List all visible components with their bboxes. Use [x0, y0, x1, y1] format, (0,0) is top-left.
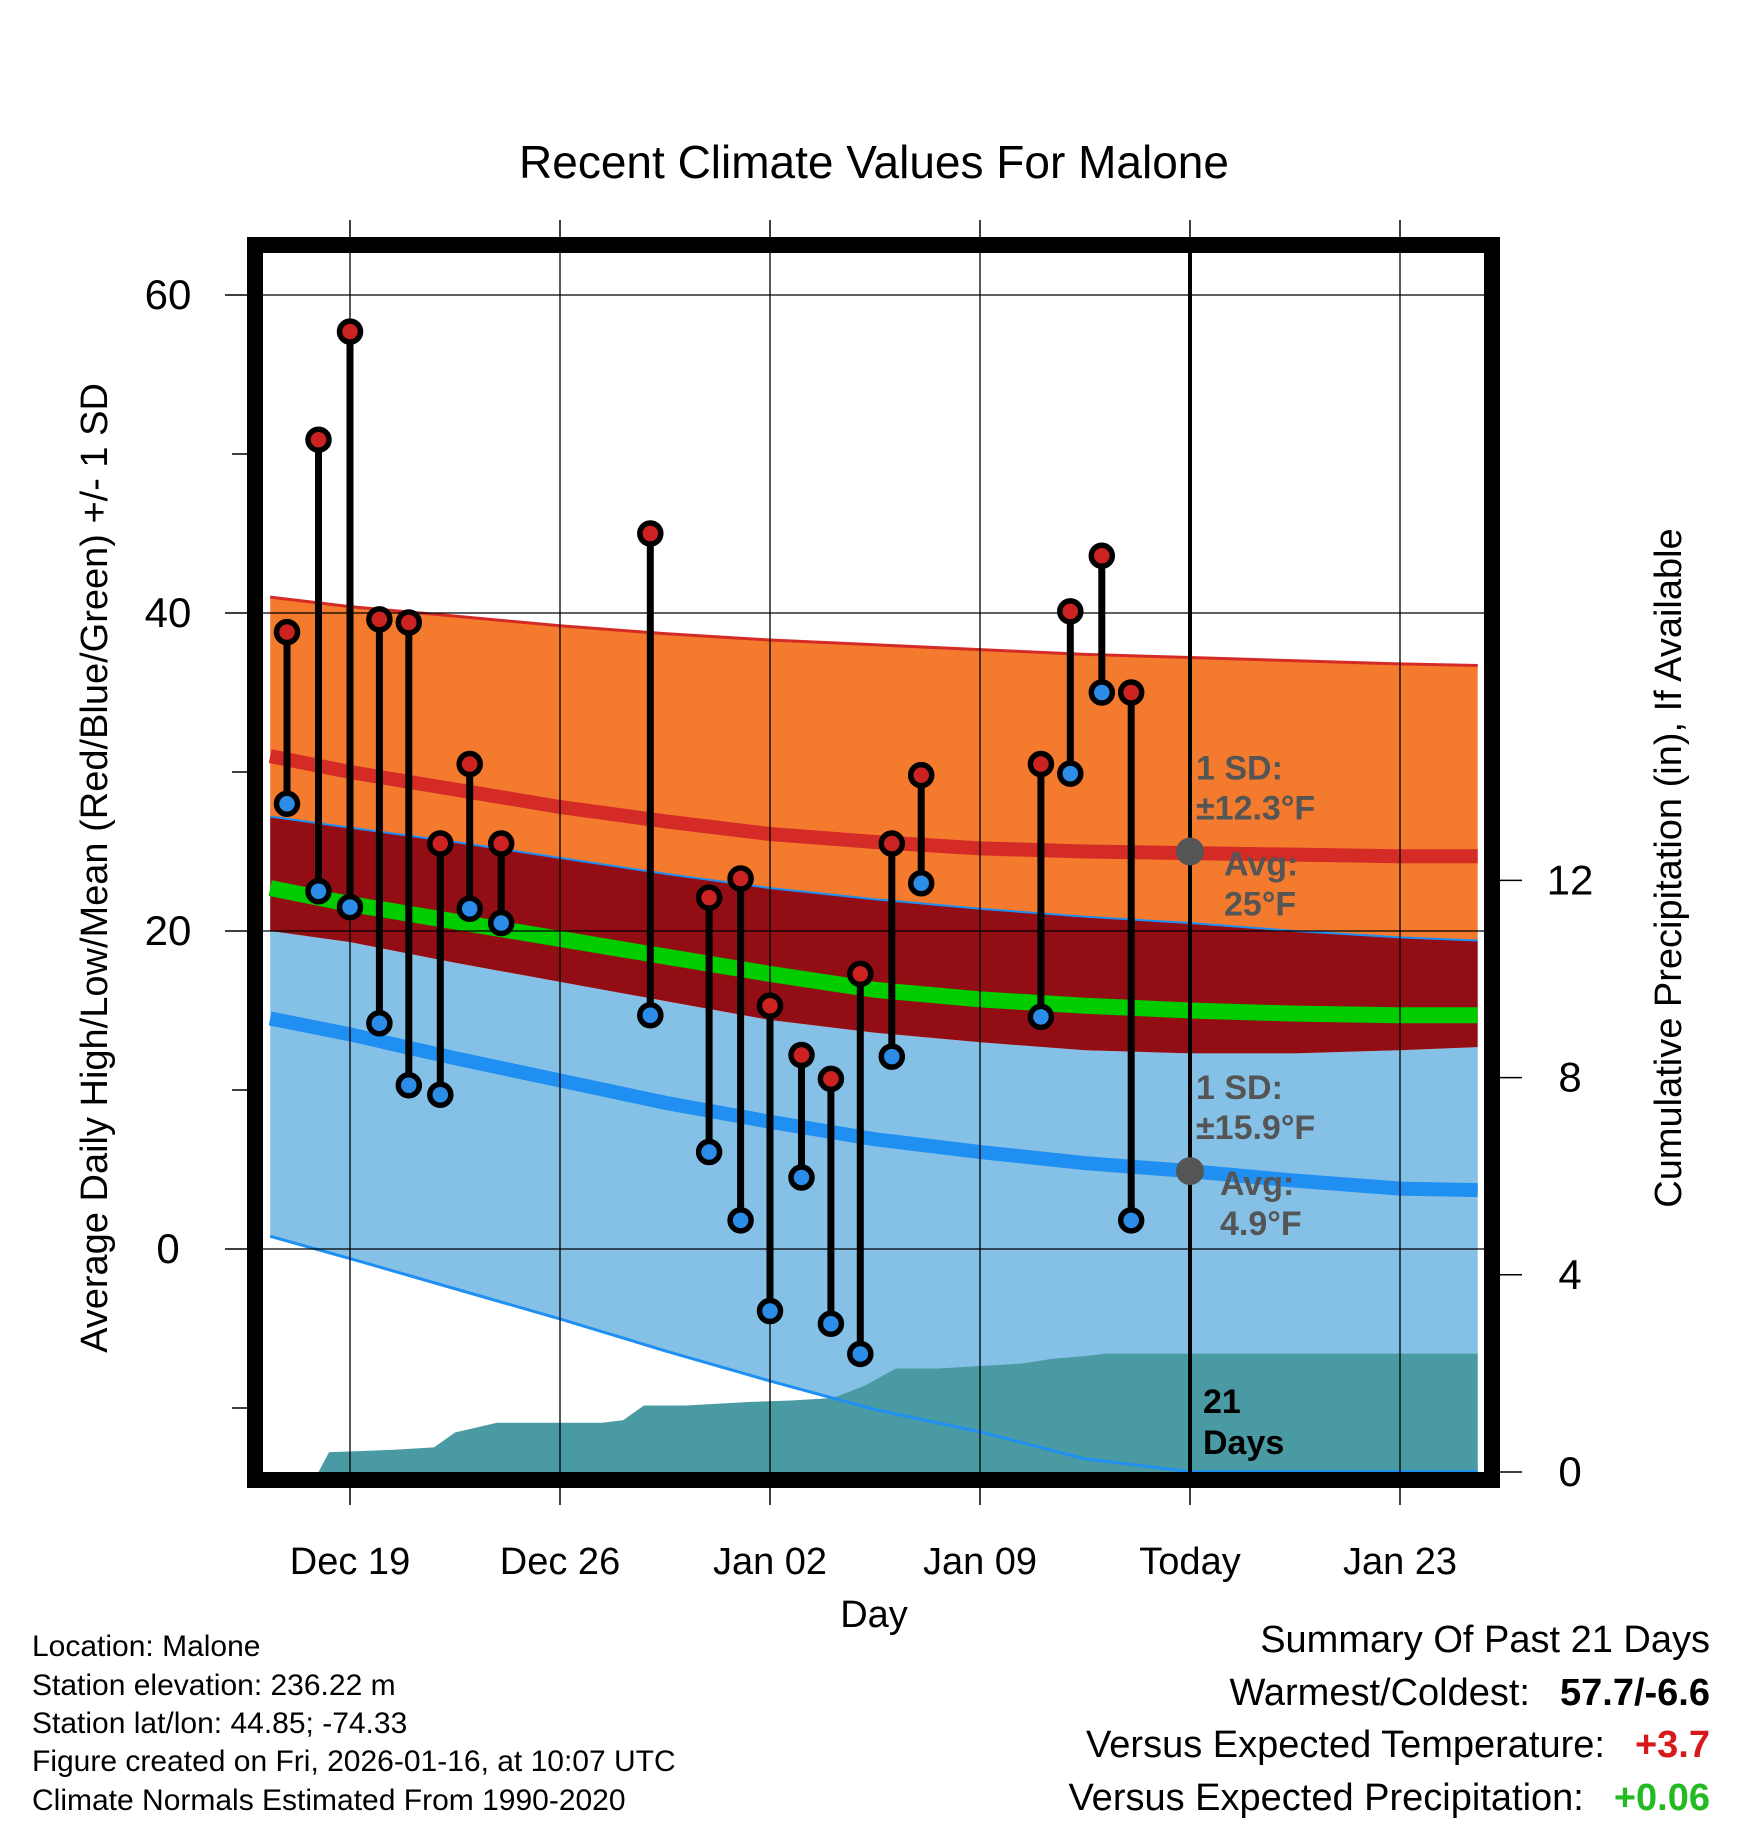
low-avg-label: Avg:	[1220, 1165, 1294, 1203]
low-sd-value: ±15.9°F	[1196, 1109, 1315, 1147]
low-temp-point	[695, 1138, 723, 1166]
y-axis-label: Average Daily High/Low/Mean (Red/Blue/Gr…	[74, 383, 116, 1353]
high-temp-point	[1088, 542, 1116, 570]
footer-normals: Climate Normals Estimated From 1990-2020	[32, 1784, 626, 1817]
footer-location: Location: Malone	[32, 1630, 261, 1663]
warmest-coldest-label: Warmest/Coldest:	[1229, 1672, 1530, 1714]
high-temp-point	[788, 1041, 815, 1069]
low-temp-point	[1088, 679, 1116, 706]
high-temp-point	[756, 992, 784, 1019]
low-temp-point	[637, 1002, 664, 1029]
x-tick-label: Jan 09	[923, 1541, 1037, 1583]
high-temp-point	[878, 830, 906, 857]
high-temp-point	[305, 426, 332, 453]
low-temp-point	[1057, 760, 1084, 787]
low-temp-point	[336, 893, 364, 921]
low-temp-point	[727, 1207, 754, 1234]
high-temp-point	[336, 318, 364, 345]
summary-temperature-row: Versus Expected Temperature: +3.7	[1086, 1725, 1710, 1765]
high-upper-edge	[270, 595, 1478, 667]
high-temp-point	[727, 865, 754, 892]
x-tick-label: Dec 19	[290, 1541, 410, 1583]
low-temp-point	[487, 909, 515, 937]
low-temp-point	[456, 895, 483, 922]
low-temp-point	[305, 878, 332, 905]
y2-tick-label: 0	[1558, 1448, 1581, 1495]
high-temp-point	[695, 884, 723, 911]
high-sd-value: ±12.3°F	[1196, 790, 1315, 828]
low-sd-band	[270, 931, 1478, 1472]
expected-temperature-value: +3.7	[1634, 1724, 1710, 1766]
mean-band	[270, 816, 1478, 1054]
high-temp-point	[456, 750, 483, 778]
y2-tick-label: 8	[1558, 1054, 1581, 1101]
high-avg-value: 25°F	[1224, 886, 1296, 924]
expected-precipitation-label: Versus Expected Precipitation:	[1068, 1777, 1584, 1819]
high-temp-point	[395, 609, 423, 636]
high-temp-point	[273, 618, 301, 646]
low-avg-marker	[1176, 1157, 1204, 1186]
summary-title: Summary Of Past 21 Days	[1260, 1620, 1710, 1660]
low-temp-point	[395, 1071, 423, 1099]
plot-frame	[247, 237, 1500, 1488]
high-mean-line	[268, 749, 1478, 864]
low-temp-point	[1117, 1207, 1145, 1234]
low-temp-point	[847, 1340, 874, 1368]
high-temp-point	[817, 1065, 845, 1093]
footer-created: Figure created on Fri, 2026-01-16, at 10…	[32, 1745, 676, 1778]
days-count: 21	[1203, 1383, 1241, 1421]
x-tick-label: Jan 23	[1343, 1541, 1457, 1583]
y-tick-label: 40	[145, 589, 192, 636]
mean-line	[268, 880, 1478, 1024]
low-mean-line	[268, 1011, 1478, 1198]
y2-axis-label: Cumulative Precipitation (in), If Availa…	[1648, 528, 1690, 1207]
high-temp-point	[847, 960, 874, 988]
low-temp-point	[788, 1164, 815, 1191]
high-temp-point	[487, 830, 515, 857]
low-temp-point	[1027, 1003, 1055, 1031]
days-label: Days	[1203, 1424, 1284, 1462]
chart-title: Recent Climate Values For Malone	[519, 136, 1229, 188]
low-temp-point	[756, 1297, 784, 1325]
low-temp-point	[366, 1009, 393, 1037]
high-temp-point	[1027, 750, 1055, 778]
x-axis-label: Day	[840, 1594, 908, 1636]
footer-latlon: Station lat/lon: 44.85; -74.33	[32, 1707, 408, 1740]
y2-tick-label: 12	[1547, 856, 1594, 903]
high-avg-label: Avg:	[1224, 846, 1298, 884]
high-temp-point	[366, 606, 393, 633]
summary-title-text: Summary Of Past 21 Days	[1260, 1619, 1710, 1661]
low-temp-point	[907, 870, 935, 897]
high-temp-point	[637, 520, 664, 547]
footer-elevation: Station elevation: 236.22 m	[32, 1669, 396, 1702]
low-temp-point	[817, 1310, 845, 1337]
high-temp-point	[907, 761, 935, 789]
low-temp-point	[878, 1043, 906, 1070]
expected-temperature-label: Versus Expected Temperature:	[1086, 1724, 1605, 1766]
high-temp-point	[1057, 598, 1084, 625]
y-tick-label: 60	[145, 271, 192, 318]
low-lower-edge	[269, 1234, 1478, 1472]
x-tick-label: Dec 26	[500, 1541, 620, 1583]
y2-tick-label: 4	[1558, 1251, 1581, 1298]
x-tick-label: Today	[1139, 1541, 1240, 1583]
high-sd-label: 1 SD:	[1196, 750, 1283, 788]
summary-warmest-row: Warmest/Coldest: 57.7/-6.6	[1229, 1673, 1710, 1713]
low-avg-value: 4.9°F	[1220, 1205, 1302, 1243]
y-tick-label: 0	[156, 1225, 179, 1272]
precipitation-area	[270, 1353, 1478, 1472]
warmest-coldest-value: 57.7/-6.6	[1560, 1672, 1710, 1714]
low-temp-point	[273, 790, 301, 818]
low-temp-point	[427, 1081, 454, 1109]
expected-precipitation-value: +0.06	[1613, 1777, 1710, 1819]
low-sd-label: 1 SD:	[1196, 1069, 1283, 1107]
x-tick-label: Jan 02	[713, 1541, 827, 1583]
high-avg-marker	[1176, 837, 1204, 866]
y-tick-label: 20	[145, 907, 192, 954]
high-temp-point	[1117, 679, 1145, 706]
high-temp-point	[427, 830, 454, 857]
summary-precipitation-row: Versus Expected Precipitation: +0.06	[1068, 1778, 1710, 1818]
